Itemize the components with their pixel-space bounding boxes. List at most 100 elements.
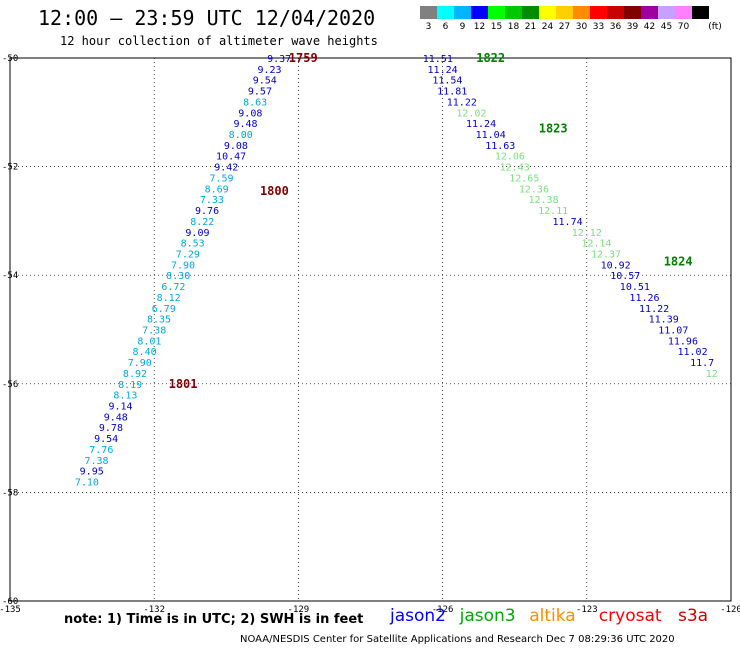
- colorbar-cell: [488, 6, 505, 19]
- colorbar-cell: [505, 6, 522, 19]
- map-frame: [9, 57, 732, 602]
- wave-height-label: 9.42: [214, 163, 238, 174]
- colorbar-cell: [420, 6, 437, 19]
- colorbar-label: 12: [473, 22, 486, 32]
- wave-height-label: 11.63: [485, 141, 515, 152]
- wave-height-label: 8.01: [137, 336, 161, 347]
- wave-height-label: 9.57: [248, 87, 272, 98]
- colorbar-cell: [522, 6, 539, 19]
- wave-height-label: 12: [706, 369, 718, 380]
- wave-height-label: 9.95: [80, 467, 104, 478]
- wave-height-label: 8.63: [243, 97, 267, 108]
- satellite-jason3: jason3: [459, 606, 516, 626]
- colorbar-cell: [539, 6, 556, 19]
- wave-height-label: 9.14: [109, 402, 133, 413]
- wave-height-label: 11.24: [466, 119, 496, 130]
- wave-height-label: 12.11: [538, 206, 568, 217]
- wave-height-label: 11.26: [629, 293, 659, 304]
- lat-tick-label: -58: [2, 488, 18, 498]
- wave-height-label: 8.13: [113, 391, 137, 402]
- lon-tick-label: -123: [576, 605, 598, 615]
- colorbar-label: 24: [541, 22, 554, 32]
- colorbar-cell: [641, 6, 658, 19]
- time-label: 1824: [664, 255, 693, 269]
- lon-tick-label: -120: [720, 605, 740, 615]
- wave-height-label: 7.76: [89, 445, 113, 456]
- time-label: 1823: [539, 122, 568, 136]
- lat-tick-label: -54: [2, 271, 18, 281]
- wave-height-label: 9.09: [185, 228, 209, 239]
- lon-tick-label: -126: [432, 605, 454, 615]
- wave-height-label: 12.38: [528, 195, 558, 206]
- wave-height-label: 9.48: [233, 119, 257, 130]
- colorbar-label: 6: [442, 22, 449, 32]
- colorbar-cell: [624, 6, 641, 19]
- time-label: 1800: [260, 184, 289, 198]
- lat-tick-label: -50: [2, 54, 18, 64]
- wave-height-label: 11.39: [649, 315, 679, 326]
- colorbar-label: 18: [507, 22, 520, 32]
- lat-tick-label: -56: [2, 380, 18, 390]
- time-label: 1822: [476, 51, 505, 65]
- wave-height-label: 8.00: [229, 130, 253, 141]
- lat-tick-label: -60: [2, 597, 18, 607]
- wave-height-label: 12.02: [456, 108, 486, 119]
- colorbar-label: 15: [490, 22, 503, 32]
- lat-tick-label: -52: [2, 163, 18, 173]
- colorbar-cell: [556, 6, 573, 19]
- wave-height-label: 10.92: [601, 260, 631, 271]
- satellite-jason2: jason2: [390, 606, 446, 626]
- colorbar-cell: [471, 6, 488, 19]
- colorbar-label: 33: [592, 22, 605, 32]
- wave-height-label: 12.36: [519, 184, 549, 195]
- satellite-altika: altika: [529, 606, 576, 626]
- wave-height-label: 9.54: [94, 434, 118, 445]
- wave-height-label: 12.65: [509, 173, 539, 184]
- colorbar-label: 36: [609, 22, 622, 32]
- colorbar-label: 70: [677, 22, 690, 32]
- wave-height-label: 8.53: [181, 239, 205, 250]
- wave-height-label: 11.22: [639, 304, 669, 315]
- colorbar-label: 27: [558, 22, 571, 32]
- page-title: 12:00 – 23:59 UTC 12/04/2020: [38, 6, 376, 30]
- wave-height-label: 11.51: [423, 54, 453, 65]
- satellite-cryosat: cryosat: [598, 606, 662, 626]
- wave-height-label: 7.29: [176, 249, 200, 260]
- wave-height-label: 11.24: [428, 65, 458, 76]
- colorbar-label: 30: [575, 22, 588, 32]
- colorbar-cell: [607, 6, 624, 19]
- wave-height-label: 9.08: [224, 141, 248, 152]
- wave-height-label: 8.19: [118, 380, 142, 391]
- wave-height-label: 11.96: [668, 336, 698, 347]
- footer-note: note: 1) Time is in UTC; 2) SWH is in fe…: [64, 612, 364, 627]
- colorbar-label: 21: [524, 22, 537, 32]
- colorbar-cell: [454, 6, 471, 19]
- wave-height-label: 8.12: [157, 293, 181, 304]
- credit-line: NOAA/NESDIS Center for Satellite Applica…: [240, 634, 675, 645]
- wave-height-label: 9.37: [267, 54, 291, 65]
- wave-height-label: 8.92: [123, 369, 147, 380]
- wave-height-label: 8.35: [147, 315, 171, 326]
- colorbar-label: 42: [643, 22, 656, 32]
- wave-height-label: 9.78: [99, 423, 123, 434]
- lon-tick-label: -129: [288, 605, 310, 615]
- colorbar-label: 39: [626, 22, 639, 32]
- wave-height-label: 12.43: [500, 163, 530, 174]
- wave-height-label: 8.30: [166, 271, 190, 282]
- colorbar-label: 45: [660, 22, 673, 32]
- wave-height-label: 6.79: [152, 304, 176, 315]
- colorbar-cell: [573, 6, 590, 19]
- colorbar-cell: [658, 6, 675, 19]
- wave-height-label: 7.90: [171, 260, 195, 271]
- colorbar-cell: [590, 6, 607, 19]
- wave-height-label: 9.54: [253, 76, 277, 87]
- colorbar-cell: [675, 6, 692, 19]
- colorbar-label: 9: [459, 22, 466, 32]
- wave-height-label: 11.81: [437, 87, 467, 98]
- colorbar-cell: [692, 6, 709, 19]
- colorbar-unit: (ft): [708, 22, 722, 32]
- time-label: 1759: [289, 51, 318, 65]
- wave-height-label: 7.33: [200, 195, 224, 206]
- wave-height-label: 11.54: [432, 76, 462, 87]
